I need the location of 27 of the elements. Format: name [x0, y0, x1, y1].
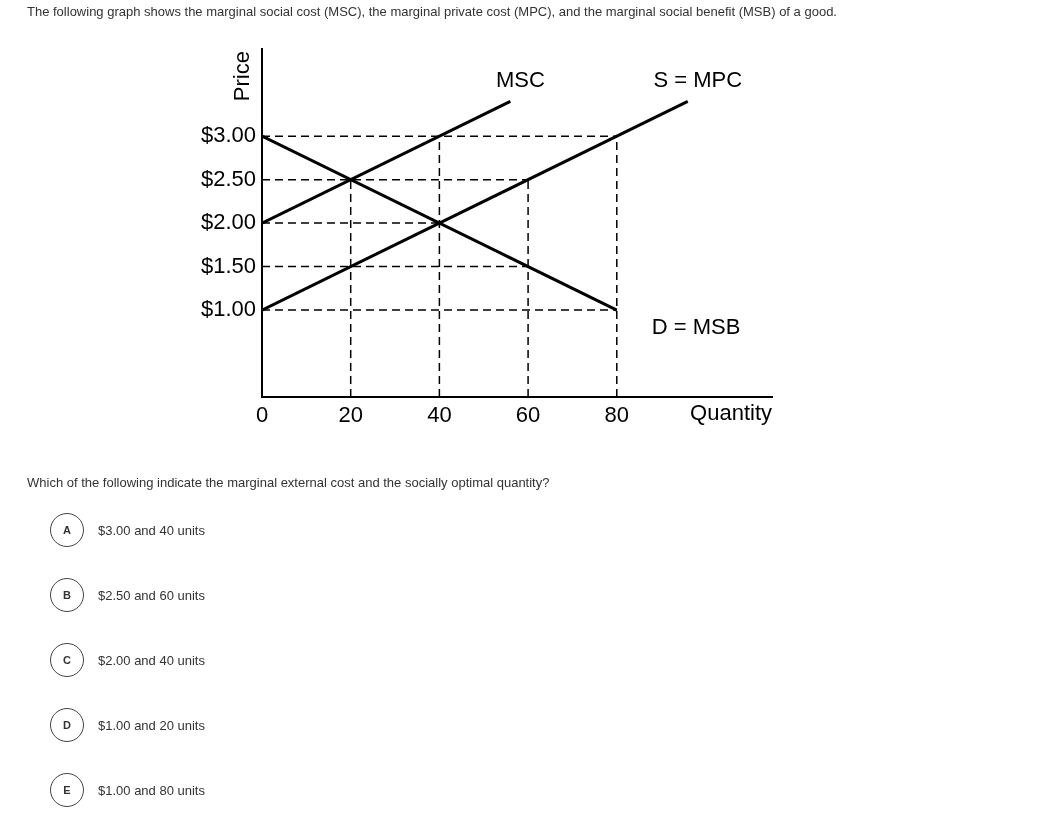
text: E [50, 773, 84, 807]
text: $1.00 and 80 units [98, 782, 205, 798]
text: $2.50 and 60 units [98, 587, 205, 603]
series-label: D = MSB [651, 314, 741, 340]
text: $3.00 and 40 units [98, 522, 205, 538]
chart-title: The following graph shows the marginal social cost (MSC), the marginal private cost (MPC), and the marginal social benefit (MSB) of a good. [27, 4, 837, 19]
text: D [50, 708, 84, 742]
y-tick-label: $3.00 [200, 122, 256, 148]
x-tick-label: 40 [427, 402, 452, 428]
y-axis-title: Price [229, 51, 255, 102]
y-tick-label: $2.50 [200, 165, 256, 191]
series-label: MSC [495, 67, 545, 93]
x-axis-title: Quantity [690, 400, 772, 426]
x-tick-label: 20 [338, 402, 363, 428]
text: C [50, 643, 84, 677]
x-tick-label: 60 [515, 402, 541, 428]
text: $2.00 and 40 units [98, 652, 205, 668]
text: Which of the following indicate the marginal external cost and the socially optimal quantity? [27, 475, 550, 490]
series-label: S = MPC [653, 67, 743, 93]
text: A [50, 513, 84, 547]
y-tick-label: $1.50 [200, 252, 256, 278]
text: $1.00 and 20 units [98, 717, 205, 733]
y-tick-label: $1.00 [200, 296, 256, 322]
x-tick-label: 0 [255, 402, 269, 428]
y-tick-label: $2.00 [200, 209, 256, 235]
x-tick-label: 80 [604, 402, 630, 428]
text: B [50, 578, 84, 612]
